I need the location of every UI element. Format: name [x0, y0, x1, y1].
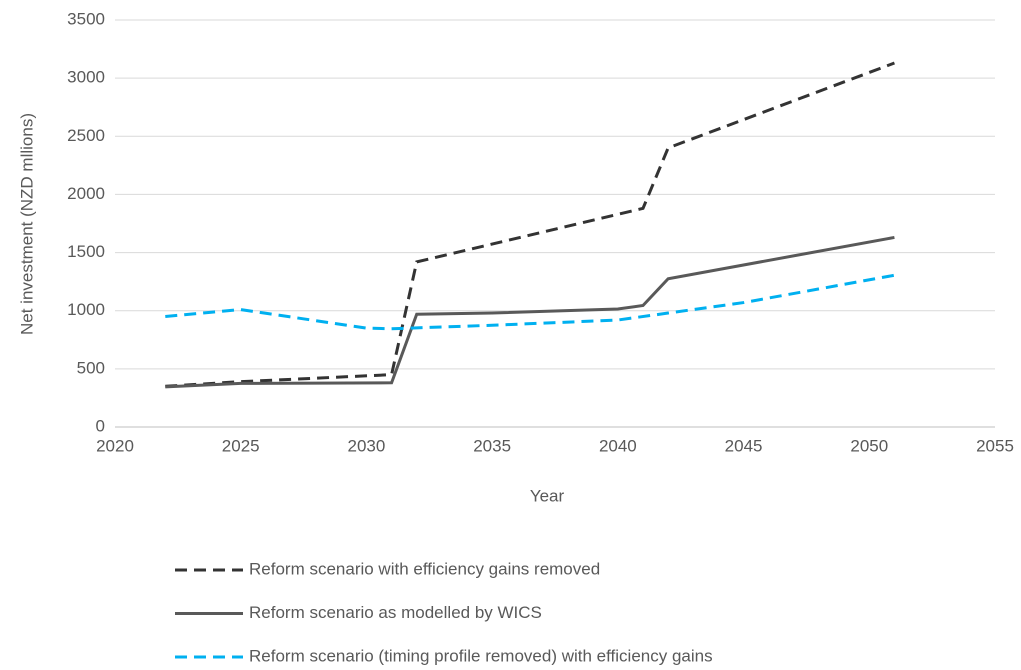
legend-label: Reform scenario (timing profile removed)…	[249, 646, 713, 665]
y-tick-label: 1500	[67, 242, 105, 261]
x-tick-label: 2020	[96, 436, 134, 455]
x-tick-label: 2025	[222, 436, 260, 455]
x-tick-label: 2030	[348, 436, 386, 455]
legend-label: Reform scenario with efficiency gains re…	[249, 559, 600, 578]
y-tick-label: 0	[96, 416, 105, 435]
series-line	[165, 235, 895, 389]
y-tick-label: 500	[77, 358, 105, 377]
y-tick-label: 2000	[67, 184, 105, 203]
y-tick-label: 1000	[67, 300, 105, 319]
x-tick-label: 2055	[976, 436, 1014, 455]
y-tick-label: 3000	[67, 68, 105, 87]
y-tick-label: 2500	[67, 126, 105, 145]
series-line	[165, 273, 895, 331]
x-tick-label: 2050	[850, 436, 888, 455]
legend-label: Reform scenario as modelled by WICS	[249, 603, 542, 622]
x-tick-label: 2045	[725, 436, 763, 455]
x-tick-label: 2035	[473, 436, 511, 455]
x-tick-label: 2040	[599, 436, 637, 455]
series-line	[165, 61, 895, 388]
x-axis-label: Year	[530, 486, 565, 505]
y-axis-label: Net investment (NZD mllions)	[17, 113, 36, 335]
y-tick-label: 3500	[67, 9, 105, 28]
